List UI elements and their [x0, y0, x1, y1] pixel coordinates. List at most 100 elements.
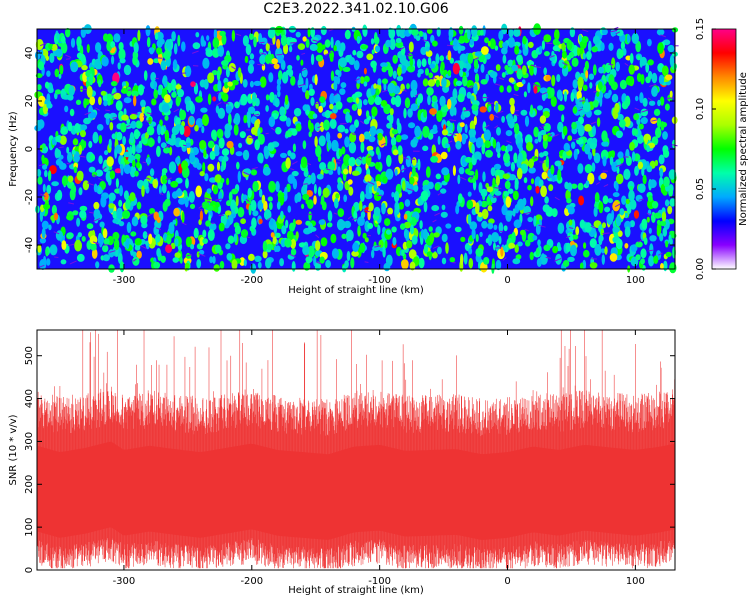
spectrogram-streak	[538, 224, 546, 228]
spectrogram-cell	[218, 93, 222, 102]
spectrogram-cell	[164, 198, 171, 207]
snr-y-tick-label: 400	[24, 389, 35, 408]
spectrogram-streak	[414, 92, 420, 97]
spectrogram-cell	[539, 115, 547, 124]
spectrogram-cell	[429, 232, 435, 244]
spectrogram-cell	[156, 47, 163, 55]
spectrogram-cell	[88, 166, 96, 173]
spectrogram-cell	[502, 54, 507, 64]
spectrogram-cell	[538, 179, 544, 187]
spectrogram-cell	[147, 137, 155, 147]
spectrogram-x-tick-label: 100	[626, 275, 645, 286]
spectrogram-cell	[449, 105, 455, 117]
spectrogram-cell	[135, 147, 143, 153]
spectrogram-cell	[340, 82, 347, 89]
spectrogram-streak	[402, 156, 409, 160]
spectrogram-streak	[259, 41, 265, 44]
spectrogram-cell	[120, 122, 127, 133]
spectrogram-cell	[351, 170, 360, 176]
spectrogram-cell	[533, 64, 537, 76]
spectrogram-cell	[290, 128, 298, 136]
spectrogram-cell	[374, 45, 381, 53]
spectrogram-cell	[305, 256, 312, 264]
spectrogram-cell	[459, 122, 465, 128]
spectrogram-cell	[503, 152, 510, 164]
spectrogram-cell	[336, 219, 345, 231]
spectrogram-cell	[433, 232, 440, 238]
spectrogram-cell	[371, 249, 375, 259]
spectrogram-cell	[402, 180, 406, 191]
spectrogram-cell	[46, 70, 51, 77]
spectrogram-cell	[243, 259, 247, 267]
spectrogram-streak	[267, 42, 274, 46]
snr-y-tick-label: 0	[24, 567, 35, 573]
spectrogram-cell	[374, 96, 382, 106]
spectrogram-cell	[584, 143, 591, 155]
spectrogram-cell	[331, 248, 339, 259]
spectrogram-cell	[95, 42, 102, 53]
spectrogram-cell	[480, 188, 488, 197]
spectrogram-cell	[195, 185, 202, 198]
spectrogram-cell	[307, 199, 314, 210]
spectrogram-cell	[658, 74, 665, 85]
spectrogram-cell	[263, 209, 272, 221]
snr-y-tick-label: 500	[24, 346, 35, 365]
spectrogram-y-tick-label: 20	[24, 95, 35, 108]
spectrogram-cell	[287, 174, 295, 184]
spectrogram-cell	[482, 121, 487, 132]
spectrogram-cell	[265, 257, 272, 269]
spectrogram-cell	[175, 117, 181, 127]
spectrogram-cell	[480, 63, 485, 73]
spectrogram-streak	[155, 77, 159, 80]
spectrogram-cell	[360, 191, 365, 202]
spectrogram-cell	[265, 105, 269, 112]
spectrogram-cell	[110, 41, 116, 48]
spectrogram-cell	[649, 235, 657, 242]
spectrogram-cell	[179, 125, 185, 135]
spectrogram-cell	[600, 149, 609, 161]
spectrogram-cell	[370, 38, 375, 45]
spectrogram-y-tick-label: -20	[24, 189, 35, 205]
spectrogram-cell	[437, 246, 442, 255]
spectrogram-cell	[357, 230, 361, 236]
spectrogram-cell	[382, 246, 386, 258]
spectrogram-cell	[298, 72, 302, 84]
spectrogram-cell	[111, 133, 117, 140]
spectrogram-cell	[123, 108, 127, 116]
spectrogram-streak	[95, 107, 100, 111]
spectrogram-cell	[166, 235, 172, 245]
spectrogram-streak	[301, 52, 306, 55]
spectrogram-cell	[42, 183, 46, 193]
spectrogram-cell	[247, 63, 254, 74]
spectrogram-cell	[624, 220, 632, 230]
spectrogram-cell	[556, 89, 563, 100]
spectrogram-cell	[337, 124, 346, 133]
spectrogram-cell	[156, 145, 161, 158]
spectrogram-cell	[624, 212, 629, 219]
spectrogram-cell	[394, 95, 402, 108]
spectrogram-cell	[220, 165, 224, 172]
spectrogram-cell	[279, 114, 288, 122]
spectrogram-cell	[465, 70, 469, 78]
spectrogram-cell	[568, 51, 575, 59]
spectrogram-streak	[355, 78, 360, 82]
spectrogram-streak	[581, 29, 589, 33]
spectrogram-streak	[493, 196, 499, 198]
spectrogram-cell	[392, 70, 397, 80]
spectrogram-cell	[344, 136, 350, 148]
spectrogram-cell	[98, 134, 103, 144]
spectrogram-cell	[90, 244, 97, 251]
spectrogram-cell	[571, 57, 579, 67]
spectrogram-cell	[624, 226, 631, 238]
spectrogram-cell	[43, 203, 51, 210]
spectrogram-streak	[368, 155, 372, 158]
spectrogram-cell	[389, 38, 396, 50]
spectrogram-cell	[370, 60, 377, 69]
spectrogram-cell	[584, 124, 592, 132]
spectrogram-cell	[334, 198, 339, 209]
spectrogram-cell	[49, 165, 57, 175]
spectrogram-cell	[244, 55, 249, 64]
spectrogram-streak	[155, 57, 163, 59]
spectrogram-cell	[79, 205, 88, 212]
spectrogram-cell	[542, 204, 550, 213]
